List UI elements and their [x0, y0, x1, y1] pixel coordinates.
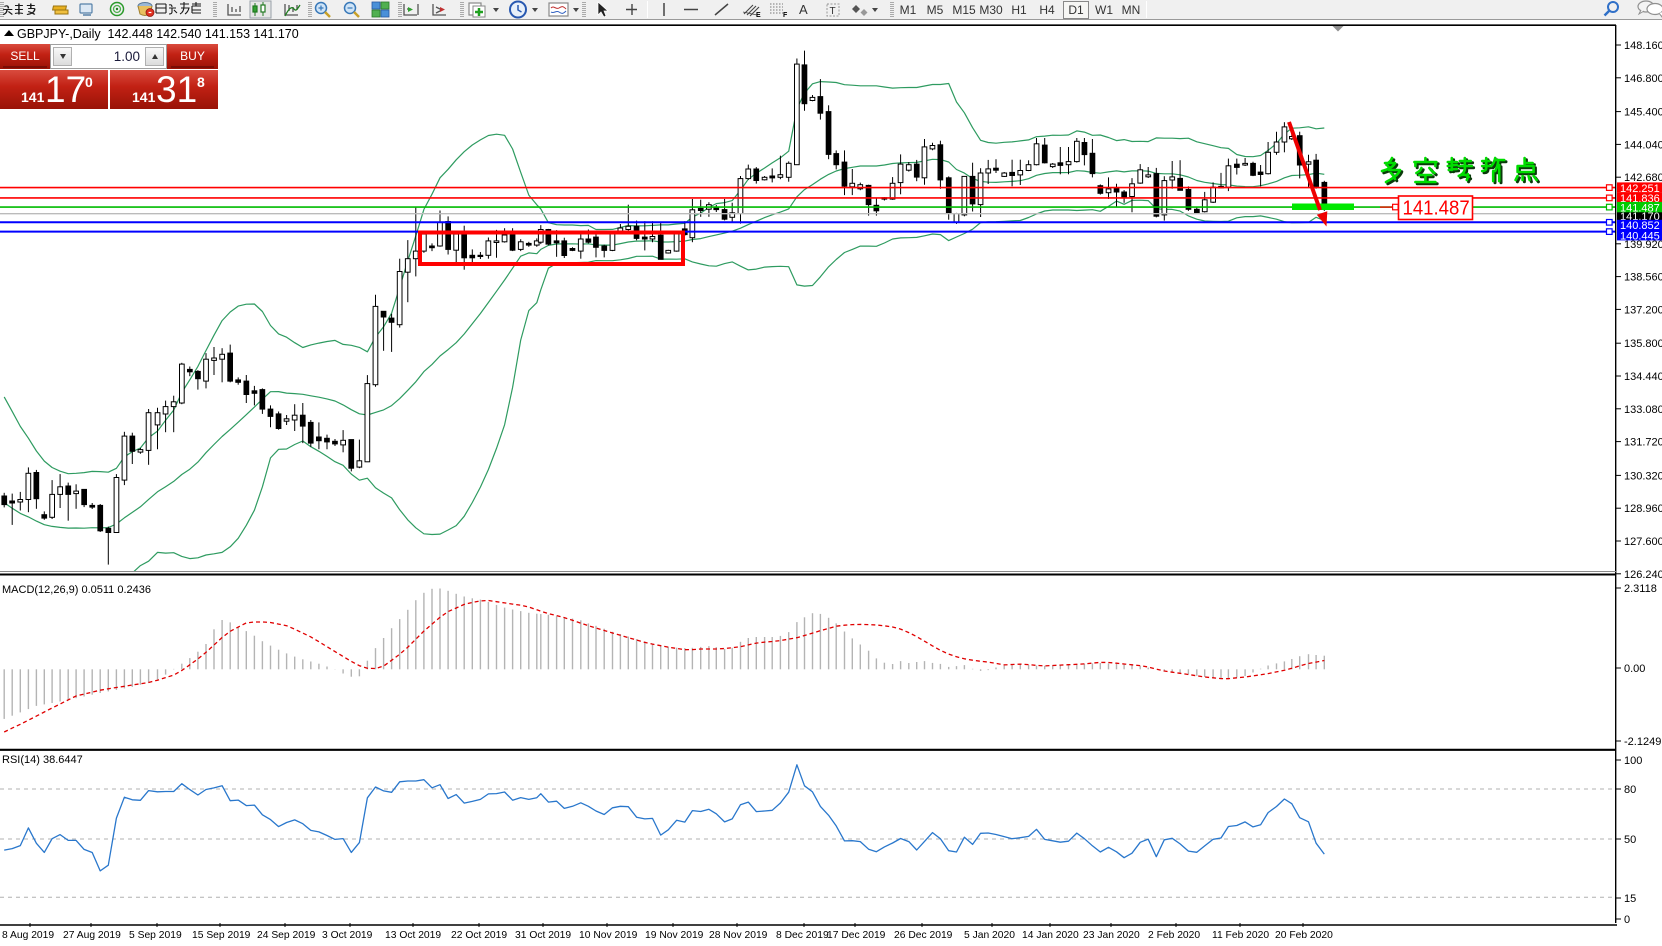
svg-text:22 Oct 2019: 22 Oct 2019 [451, 930, 507, 941]
svg-text:17 Dec 2019: 17 Dec 2019 [827, 930, 886, 941]
svg-text:31 Oct 2019: 31 Oct 2019 [515, 930, 571, 941]
svg-text:142.251: 142.251 [1620, 183, 1660, 195]
svg-text:-2.1249: -2.1249 [1624, 736, 1661, 748]
svg-text:148.160: 148.160 [1624, 40, 1662, 52]
svg-text:139.920: 139.920 [1624, 239, 1662, 251]
svg-text:130.320: 130.320 [1624, 470, 1662, 482]
svg-text:8 Aug 2019: 8 Aug 2019 [2, 930, 54, 941]
svg-text:MACD(12,26,9) 0.0511 0.2436: MACD(12,26,9) 0.0511 0.2436 [2, 584, 151, 596]
svg-text:50: 50 [1624, 834, 1636, 846]
svg-text:5 Jan 2020: 5 Jan 2020 [964, 930, 1015, 941]
svg-text:134.440: 134.440 [1624, 371, 1662, 383]
svg-text:146.800: 146.800 [1624, 73, 1662, 85]
svg-text:0.00: 0.00 [1624, 663, 1645, 675]
svg-text:3 Oct 2019: 3 Oct 2019 [322, 930, 373, 941]
svg-text:127.600: 127.600 [1624, 536, 1662, 548]
svg-text:8 Dec 2019: 8 Dec 2019 [776, 930, 829, 941]
svg-text:2 Feb 2020: 2 Feb 2020 [1148, 930, 1200, 941]
svg-text:141.487: 141.487 [1620, 202, 1660, 214]
svg-text:14 Jan 2020: 14 Jan 2020 [1022, 930, 1079, 941]
svg-text:11 Feb 2020: 11 Feb 2020 [1212, 930, 1269, 941]
svg-text:T: T [830, 6, 836, 17]
svg-text:2.3118: 2.3118 [1624, 583, 1657, 595]
svg-text:24 Sep 2019: 24 Sep 2019 [257, 930, 316, 941]
svg-text:140.445: 140.445 [1620, 230, 1660, 242]
svg-text:5 Sep 2019: 5 Sep 2019 [129, 930, 182, 941]
svg-text:E: E [756, 12, 761, 19]
svg-text:144.040: 144.040 [1624, 139, 1662, 151]
svg-text:19 Nov 2019: 19 Nov 2019 [645, 930, 704, 941]
svg-text:23 Jan 2020: 23 Jan 2020 [1083, 930, 1140, 941]
svg-text:131.720: 131.720 [1624, 437, 1662, 449]
svg-text:13 Oct 2019: 13 Oct 2019 [385, 930, 441, 941]
svg-text:20 Feb 2020: 20 Feb 2020 [1275, 930, 1333, 941]
svg-text:10 Nov 2019: 10 Nov 2019 [579, 930, 638, 941]
svg-text:135.800: 135.800 [1624, 338, 1662, 350]
svg-text:138.560: 138.560 [1624, 272, 1662, 284]
svg-text:A: A [799, 2, 808, 17]
svg-text:133.080: 133.080 [1624, 404, 1662, 416]
svg-text:15 Sep 2019: 15 Sep 2019 [192, 930, 251, 941]
svg-text:145.400: 145.400 [1624, 107, 1662, 119]
svg-text:137.200: 137.200 [1624, 304, 1662, 316]
svg-text:0: 0 [1624, 914, 1630, 926]
svg-text:140.852: 140.852 [1620, 220, 1660, 232]
svg-text:15: 15 [1624, 893, 1636, 905]
svg-text:27 Aug 2019: 27 Aug 2019 [63, 930, 121, 941]
svg-text:128.960: 128.960 [1624, 503, 1662, 515]
svg-text:26 Dec 2019: 26 Dec 2019 [894, 930, 953, 941]
svg-text:142.680: 142.680 [1624, 172, 1662, 184]
svg-text:100: 100 [1624, 755, 1642, 767]
svg-text:141.487: 141.487 [1403, 198, 1470, 220]
svg-text:126.240: 126.240 [1624, 569, 1662, 581]
svg-text:F: F [783, 12, 788, 19]
svg-text:28 Nov 2019: 28 Nov 2019 [709, 930, 768, 941]
svg-text:RSI(14) 38.6447: RSI(14) 38.6447 [2, 754, 83, 766]
svg-text:80: 80 [1624, 784, 1636, 796]
